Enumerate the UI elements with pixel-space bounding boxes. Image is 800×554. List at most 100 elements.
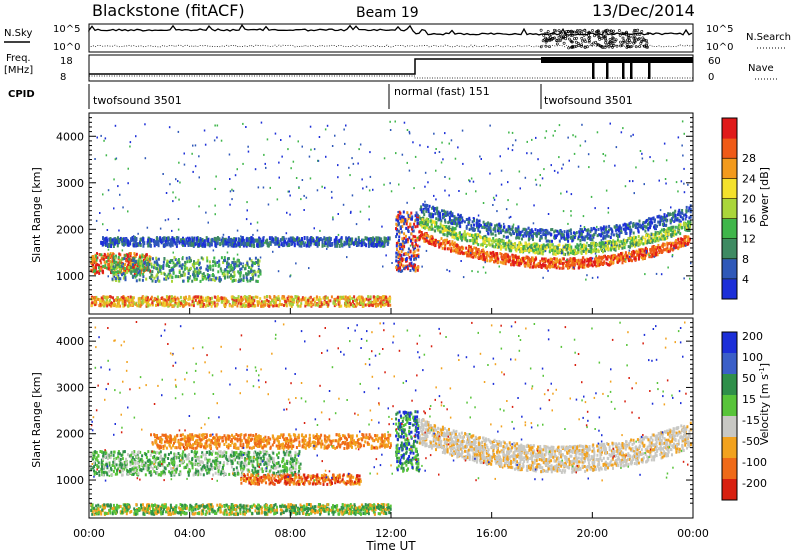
heatmap-cell [380,237,383,242]
search-noise-point [628,40,632,44]
heatmap-cell [431,206,434,210]
heatmap-cell [558,258,561,262]
heatmap-cell [289,236,292,241]
heatmap-cell [174,298,177,302]
heatmap-cell [517,225,520,229]
heatmap-cell [195,239,198,244]
heatmap-cell [108,243,111,248]
heatmap-cell [105,241,107,246]
heatmap-cell [581,263,584,267]
heatmap-cell [207,238,210,243]
heatmap-cell [134,267,137,271]
heatmap-cell [510,249,513,253]
heatmap-cell [223,296,226,300]
heatmap-cell [249,295,252,299]
heatmap-cell [467,249,470,253]
heatmap-cell [671,233,674,236]
heatmap-cell [383,239,386,244]
heatmap-cell [170,300,173,304]
heatmap-cell [182,296,185,300]
heatmap-cell [430,240,433,244]
heatmap-cell [179,295,182,299]
heatmap-cell [187,242,190,247]
heatmap-cell [102,264,105,268]
heatmap-cell [208,260,211,264]
heatmap-cell [135,302,137,306]
heatmap-cell [262,241,265,246]
heatmap-cell [466,254,469,258]
heatmap-cell [296,236,299,241]
heatmap-cell [588,250,591,253]
heatmap-cell [98,298,101,301]
heatmap-cell [166,261,169,265]
heatmap-cell [502,234,505,238]
heatmap-cell [262,304,265,308]
search-noise-point [574,40,578,44]
heatmap-cell [341,242,343,247]
heatmap-cell [492,250,495,254]
heatmap-cell [540,228,543,232]
heatmap-cell [684,235,687,239]
heatmap-cell [674,230,676,234]
heatmap-cell [676,241,679,245]
heatmap-cell [437,228,440,232]
heatmap-cell [204,274,207,278]
heatmap-cell [364,236,367,241]
heatmap-cell [362,300,365,304]
heatmap-cell [652,252,655,256]
heatmap-cell [315,242,318,246]
heatmap-cell [640,237,643,241]
heatmap-cell [156,297,159,301]
heatmap-cell [292,237,295,242]
heatmap-cell [176,238,179,243]
heatmap-cell [208,300,210,304]
heatmap-cell [117,277,120,280]
heatmap-cell [296,241,299,246]
heatmap-cell [333,297,336,301]
heatmap-cell [449,221,452,225]
heatmap-cell [240,242,243,246]
heatmap-cell [507,260,510,264]
heatmap-cell [303,297,306,301]
heatmap-cell [687,242,690,246]
heatmap-cell [206,256,209,260]
heatmap-cell [139,304,142,308]
search-noise-point [571,30,575,34]
heatmap-cell [490,255,493,258]
heatmap-cell [330,295,333,299]
heatmap-cell [130,271,133,275]
heatmap-cell [450,219,453,223]
heatmap-cell [530,246,533,250]
heatmap-cell [453,249,456,253]
nave-line [89,75,693,79]
heatmap-cell [269,241,272,246]
heatmap-cell [638,253,641,257]
heatmap-cell [156,275,159,279]
heatmap-cell [205,267,208,271]
heatmap-cell [426,239,429,243]
heatmap-cell [450,246,453,250]
heatmap-cell [246,279,249,283]
heatmap-cell [678,241,681,245]
heatmap-cell [279,238,282,243]
heatmap-cell [96,256,99,260]
date-label: 13/Dec/2014 [592,1,695,20]
heatmap-cell [496,241,499,245]
heatmap-cell [267,304,269,308]
heatmap-cell [133,302,136,306]
search-noise-point [557,35,561,39]
heatmap-cell [562,265,565,269]
heatmap-cell [661,250,664,254]
heatmap-cell [163,277,166,281]
heatmap-cell [238,271,241,275]
heatmap-cell [487,237,490,241]
heatmap-cell [118,261,121,265]
heatmap-cell [577,258,580,262]
heatmap-cell [503,244,506,247]
heatmap-cell [563,230,566,234]
heatmap-cell [589,244,592,247]
heatmap-cell [318,238,321,243]
heatmap-cell [385,302,388,306]
heatmap-cell [598,233,601,237]
heatmap-cell [215,238,218,242]
